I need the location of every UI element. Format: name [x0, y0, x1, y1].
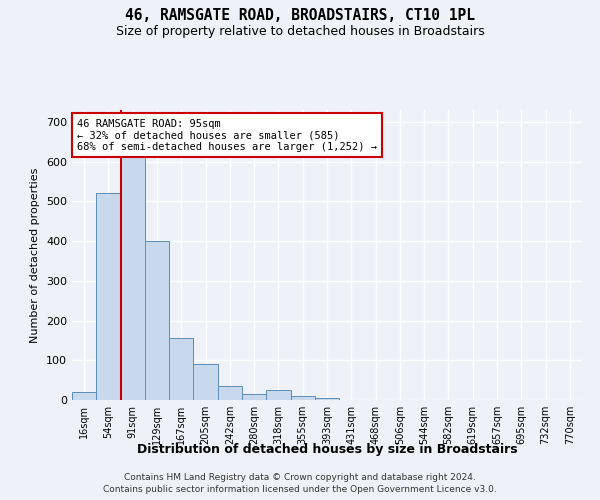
- Bar: [96, 194, 121, 400]
- Bar: [218, 386, 242, 400]
- Y-axis label: Number of detached properties: Number of detached properties: [31, 168, 40, 342]
- Text: Contains public sector information licensed under the Open Government Licence v3: Contains public sector information licen…: [103, 485, 497, 494]
- Bar: [266, 390, 290, 400]
- Bar: [242, 394, 266, 400]
- Bar: [121, 130, 145, 400]
- Bar: [72, 392, 96, 400]
- Text: Distribution of detached houses by size in Broadstairs: Distribution of detached houses by size …: [137, 442, 517, 456]
- Bar: [315, 398, 339, 400]
- Text: Size of property relative to detached houses in Broadstairs: Size of property relative to detached ho…: [116, 25, 484, 38]
- Text: Contains HM Land Registry data © Crown copyright and database right 2024.: Contains HM Land Registry data © Crown c…: [124, 472, 476, 482]
- Text: 46, RAMSGATE ROAD, BROADSTAIRS, CT10 1PL: 46, RAMSGATE ROAD, BROADSTAIRS, CT10 1PL: [125, 8, 475, 22]
- Bar: [145, 241, 169, 400]
- Text: 46 RAMSGATE ROAD: 95sqm
← 32% of detached houses are smaller (585)
68% of semi-d: 46 RAMSGATE ROAD: 95sqm ← 32% of detache…: [77, 118, 377, 152]
- Bar: [193, 364, 218, 400]
- Bar: [169, 338, 193, 400]
- Bar: [290, 396, 315, 400]
